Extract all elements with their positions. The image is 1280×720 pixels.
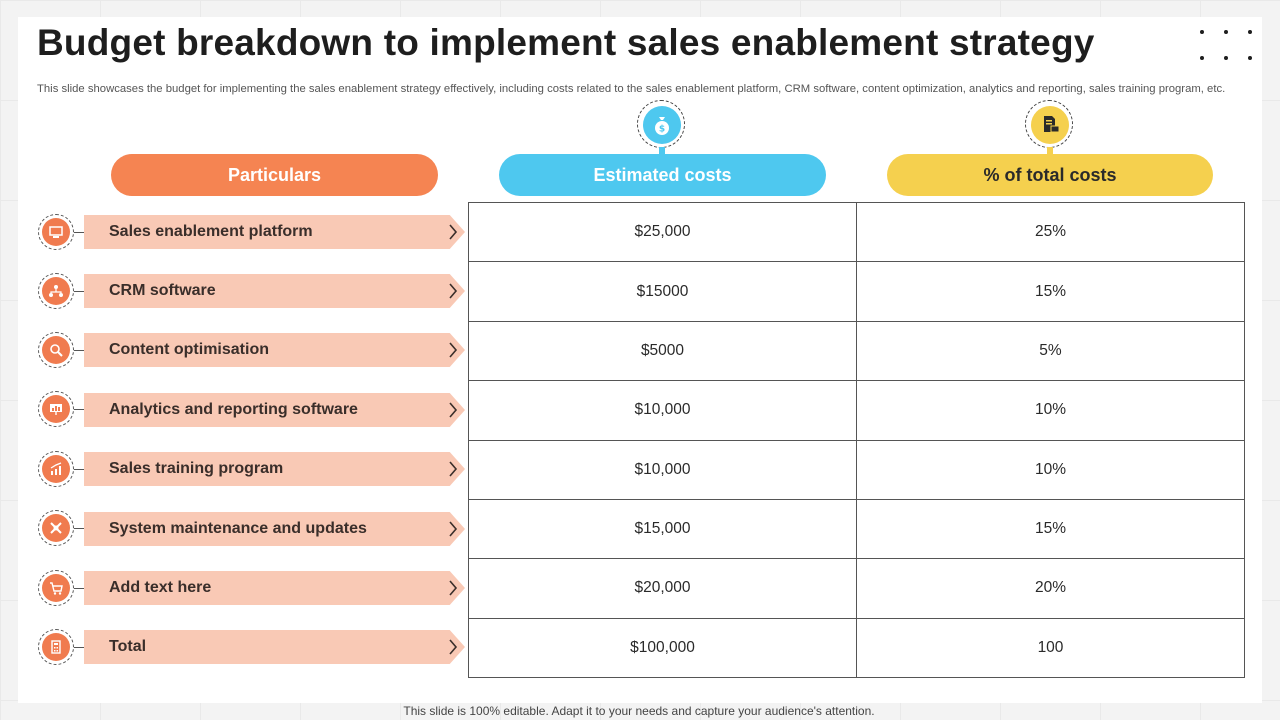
header-percent-of-total: % of total costs bbox=[887, 154, 1213, 196]
presentation-chart-icon bbox=[38, 391, 74, 427]
table-row: $15,000 15% bbox=[468, 498, 1245, 560]
platform-icon bbox=[38, 214, 74, 250]
label-bar bbox=[84, 393, 465, 427]
table-row: $25,000 25% bbox=[468, 201, 1245, 263]
chevron-right-icon bbox=[449, 461, 458, 477]
money-bag-icon: $ bbox=[637, 100, 686, 155]
row-label: Sales enablement platform bbox=[109, 223, 313, 240]
row-label: Total bbox=[109, 638, 147, 655]
footer-note: This slide is 100% editable. Adapt it to… bbox=[403, 704, 875, 718]
percent-cell: 10% bbox=[856, 380, 1245, 441]
table-row: $10,000 10% bbox=[468, 439, 1245, 500]
decorative-dots bbox=[1196, 26, 1256, 62]
label-bar bbox=[84, 274, 465, 308]
table-row: $10,000 10% bbox=[468, 380, 1245, 441]
estimated-cost-cell: $15,000 bbox=[468, 498, 857, 560]
label-bar bbox=[84, 630, 465, 664]
chevron-right-icon bbox=[449, 639, 458, 655]
percent-cell: 5% bbox=[856, 320, 1245, 382]
percent-cell: 15% bbox=[856, 498, 1245, 560]
calculator-icon bbox=[38, 629, 74, 665]
label-bar bbox=[84, 512, 465, 546]
chevron-right-icon bbox=[449, 342, 458, 358]
label-bar bbox=[84, 571, 465, 605]
table-row: $100,000 100 bbox=[468, 617, 1245, 679]
estimated-cost-cell: $15000 bbox=[468, 261, 857, 322]
table-row: $5000 5% bbox=[468, 320, 1245, 382]
estimated-cost-cell: $5000 bbox=[468, 320, 857, 382]
row-label: Content optimisation bbox=[109, 341, 269, 358]
cost-table: $25,000 25% $15000 15% $5000 5% $10,000 … bbox=[468, 201, 1245, 679]
estimated-cost-cell: $20,000 bbox=[468, 558, 857, 619]
chevron-right-icon bbox=[449, 283, 458, 299]
estimated-cost-cell: $10,000 bbox=[468, 380, 857, 441]
percent-cell: 10% bbox=[856, 439, 1245, 500]
row-label: System maintenance and updates bbox=[109, 520, 367, 537]
header-estimated-costs: Estimated costs bbox=[499, 154, 826, 196]
label-bar bbox=[84, 452, 465, 486]
slide-title: Budget breakdown to implement sales enab… bbox=[37, 22, 1095, 63]
percent-cell: 100 bbox=[856, 617, 1245, 679]
magnifier-gear-icon bbox=[38, 332, 74, 368]
chevron-right-icon bbox=[449, 224, 458, 240]
percent-cell: 15% bbox=[856, 261, 1245, 322]
percent-cell: 25% bbox=[856, 201, 1245, 263]
header-particulars: Particulars bbox=[111, 154, 438, 196]
table-row: $15000 15% bbox=[468, 261, 1245, 322]
network-icon bbox=[38, 273, 74, 309]
row-label: Sales training program bbox=[109, 460, 284, 477]
row-label: CRM software bbox=[109, 282, 216, 299]
estimated-cost-cell: $25,000 bbox=[468, 201, 857, 263]
row-label: Analytics and reporting software bbox=[109, 401, 358, 418]
tools-icon bbox=[38, 510, 74, 546]
document-cost-icon bbox=[1025, 100, 1074, 155]
table-row: $20,000 20% bbox=[468, 558, 1245, 619]
label-bar bbox=[84, 215, 465, 249]
slide-description: This slide showcases the budget for impl… bbox=[37, 83, 1226, 95]
estimated-cost-cell: $100,000 bbox=[468, 617, 857, 679]
estimated-cost-cell: $10,000 bbox=[468, 439, 857, 500]
chevron-right-icon bbox=[449, 521, 458, 537]
label-bar bbox=[84, 333, 465, 367]
chevron-right-icon bbox=[449, 580, 458, 596]
growth-chart-icon bbox=[38, 451, 74, 487]
row-label: Add text here bbox=[109, 579, 212, 596]
cart-icon bbox=[38, 570, 74, 606]
chevron-right-icon bbox=[449, 402, 458, 418]
percent-cell: 20% bbox=[856, 558, 1245, 619]
